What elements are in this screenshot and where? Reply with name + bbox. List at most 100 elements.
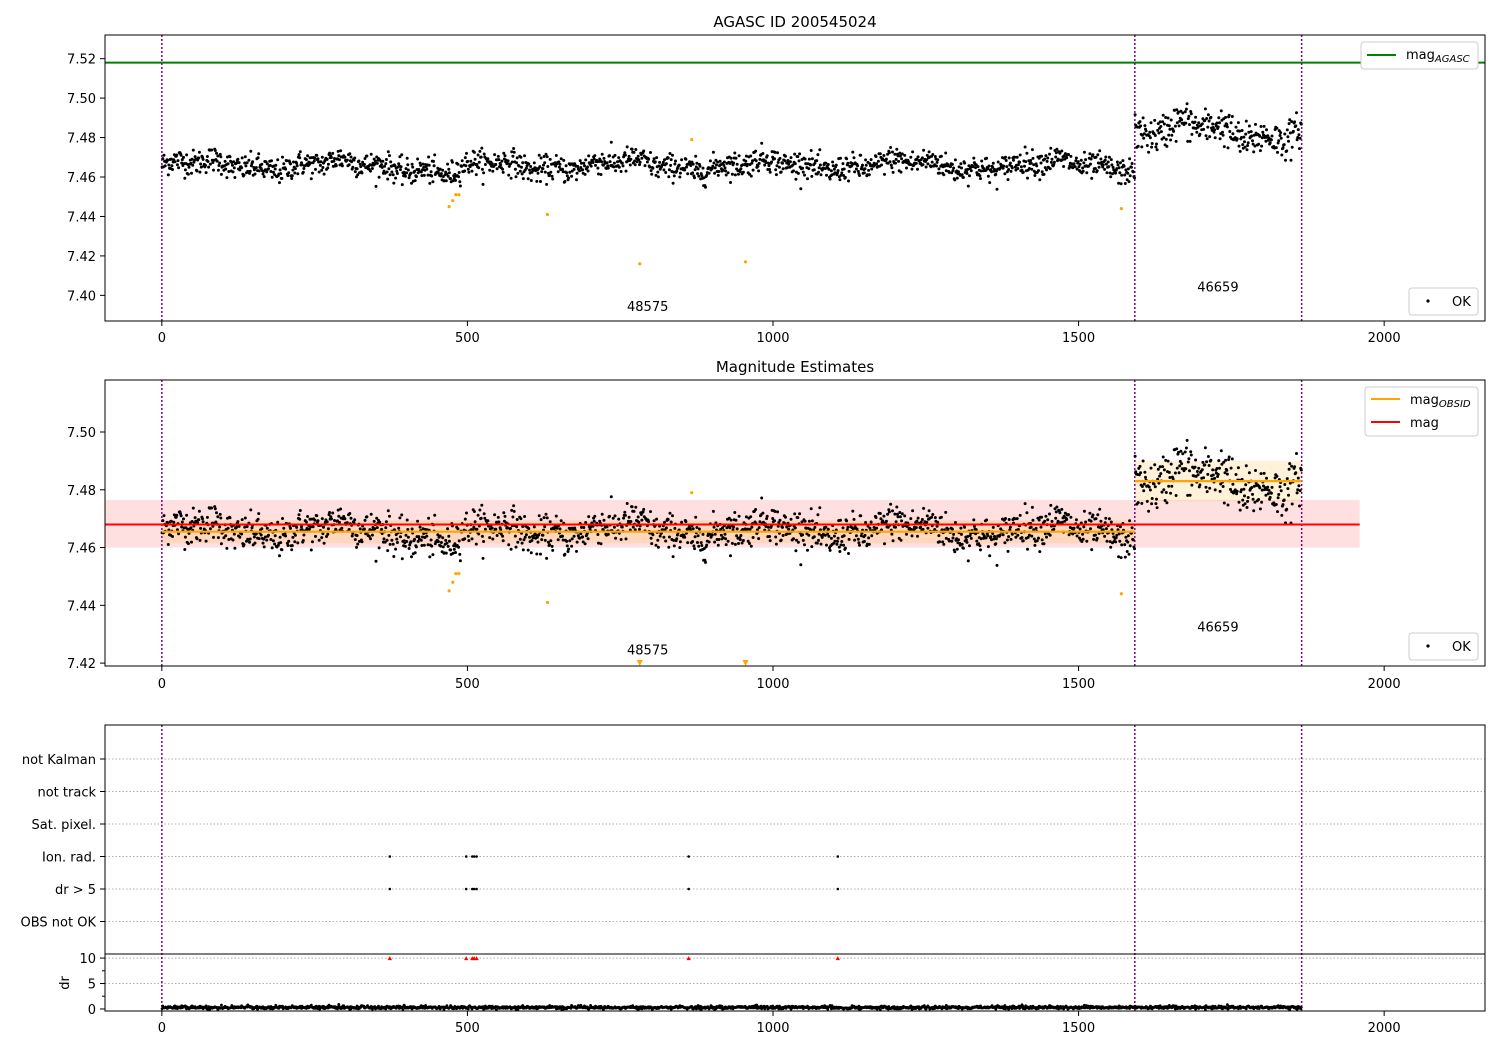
ok-point <box>438 167 442 171</box>
ok-point <box>723 532 727 536</box>
ok-point <box>510 160 514 164</box>
obsid-label-46659: 46659 <box>1197 620 1238 635</box>
ok-point <box>208 162 212 166</box>
ok-point <box>316 157 320 161</box>
ok-point <box>776 524 780 528</box>
ok-point <box>939 515 943 519</box>
ok-point <box>216 168 220 172</box>
ok-point <box>436 171 440 175</box>
flag-point <box>475 887 478 891</box>
ok-point <box>1168 127 1172 131</box>
ok-point <box>867 536 871 540</box>
ok-point <box>960 173 964 177</box>
ok-point <box>1018 513 1022 517</box>
ok-point <box>1194 115 1198 119</box>
ok-point <box>480 167 484 171</box>
ok-point <box>199 165 203 169</box>
ok-point <box>846 525 850 529</box>
ok-point <box>441 536 445 540</box>
ok-point <box>1081 537 1085 541</box>
ok-point <box>1260 500 1264 504</box>
ok-point <box>1243 502 1247 506</box>
ok-point <box>1181 111 1185 115</box>
ok-point <box>477 160 481 164</box>
ok-point <box>966 184 970 188</box>
ok-point <box>842 543 846 547</box>
ok-point <box>697 174 701 178</box>
ok-point <box>499 528 503 532</box>
ok-point <box>1161 113 1165 117</box>
ok-point <box>798 512 802 516</box>
ok-point <box>656 545 660 549</box>
ok-point <box>710 533 714 537</box>
ok-point <box>969 169 973 173</box>
off-scale-marker <box>742 660 749 666</box>
ok-point <box>1266 138 1270 142</box>
ok-point <box>1127 552 1131 556</box>
ok-point <box>623 510 627 514</box>
ok-point <box>886 525 890 529</box>
ok-point <box>599 173 603 176</box>
ok-point <box>919 520 923 524</box>
ok-point <box>1196 473 1200 477</box>
ok-point <box>1240 129 1244 132</box>
ok-point <box>199 526 203 530</box>
ok-point <box>1144 129 1148 133</box>
ok-point <box>347 163 351 167</box>
ok-point <box>717 170 721 173</box>
ok-point <box>1251 492 1254 496</box>
ok-point <box>573 526 577 530</box>
ok-point <box>278 554 281 558</box>
ok-point <box>356 542 360 546</box>
ok-point <box>185 513 189 517</box>
ok-point <box>1109 158 1113 162</box>
ok-point <box>950 162 954 166</box>
legend-agasc-subscript: AGASC <box>1434 54 1470 65</box>
ok-point <box>405 156 409 160</box>
ok-point <box>634 505 638 509</box>
ok-point <box>1144 475 1147 479</box>
ok-point <box>1115 160 1119 164</box>
ok-point <box>526 177 530 181</box>
ok-point <box>232 532 236 536</box>
ok-point <box>1167 470 1171 474</box>
ok-point <box>969 536 973 540</box>
ok-point <box>490 526 494 530</box>
dr-point <box>204 1004 208 1008</box>
ok-point <box>739 167 743 171</box>
ok-point <box>578 169 582 173</box>
ok-point <box>1258 134 1262 138</box>
ok-point <box>581 535 585 539</box>
ok-point <box>1183 450 1187 454</box>
ok-point <box>1123 182 1127 185</box>
ok-point <box>870 167 874 171</box>
ok-point <box>612 165 616 169</box>
ok-point <box>613 514 617 518</box>
ok-point <box>686 541 690 545</box>
ok-point <box>392 555 396 558</box>
ok-point <box>1165 501 1169 505</box>
ok-point <box>563 552 567 556</box>
ok-point <box>700 544 704 547</box>
ok-point <box>596 533 600 536</box>
y-tick-label: 7.50 <box>67 92 96 107</box>
ok-point <box>1259 472 1263 476</box>
ok-point <box>1231 132 1235 136</box>
ok-point <box>586 165 589 169</box>
ok-point <box>1084 520 1088 524</box>
ok-point <box>544 152 548 156</box>
ok-point <box>333 519 336 522</box>
ok-point <box>463 517 467 521</box>
ok-point <box>240 166 244 170</box>
ok-point <box>1225 122 1229 126</box>
ok-point <box>1008 525 1012 529</box>
ok-point <box>172 520 176 524</box>
ok-point <box>386 177 390 181</box>
ok-point <box>995 187 999 191</box>
ok-point <box>1203 119 1207 123</box>
ok-point <box>599 542 603 546</box>
ok-point <box>512 504 516 508</box>
ok-point <box>1216 125 1220 129</box>
ok-point <box>431 553 435 557</box>
ok-point <box>936 158 940 162</box>
